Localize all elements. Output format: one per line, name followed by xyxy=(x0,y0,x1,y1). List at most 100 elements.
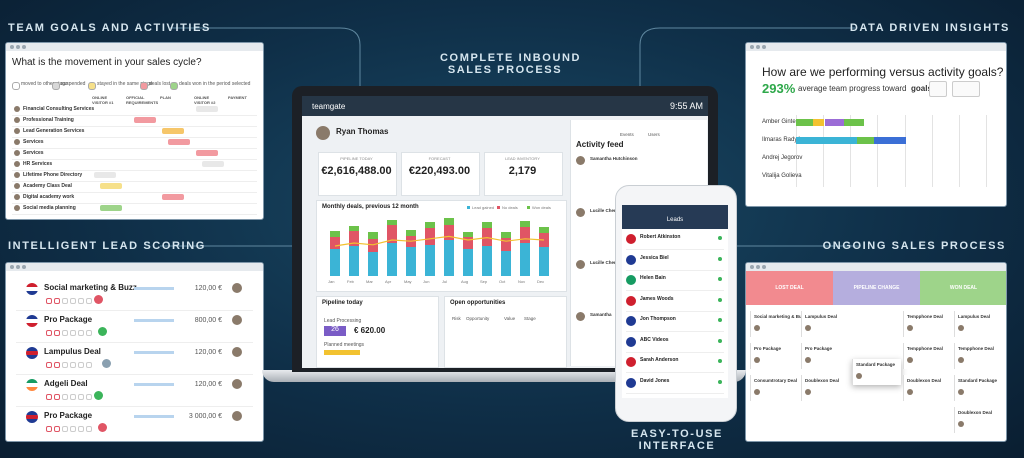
flag xyxy=(26,347,38,359)
deal-card[interactable] xyxy=(954,311,1003,337)
deal-card[interactable] xyxy=(750,311,799,337)
stage-badge xyxy=(168,139,190,145)
time: 9:55 AM xyxy=(670,101,704,111)
bar-segment xyxy=(482,222,492,228)
feed-name: Lucille Cheng xyxy=(590,260,620,265)
stage-header: OFFICIAL REQUIREMENTS xyxy=(126,95,159,105)
grid-line xyxy=(823,115,825,187)
box-title: Pipeline today xyxy=(322,300,363,306)
bar-segment xyxy=(444,240,454,276)
feed-avatar xyxy=(576,208,585,217)
deal-avatar xyxy=(754,389,760,395)
progress-segment xyxy=(796,137,857,144)
stage-badge xyxy=(134,117,156,123)
deal-card[interactable] xyxy=(801,375,850,401)
deal-card[interactable] xyxy=(750,343,799,369)
deal-card[interactable] xyxy=(954,343,1003,369)
score-dot xyxy=(54,362,60,368)
filter-button[interactable] xyxy=(929,81,947,97)
flag xyxy=(626,234,636,244)
bar-segment xyxy=(463,249,473,276)
stage-column-header: PIPELINE CHANGE xyxy=(833,271,920,305)
score-dot xyxy=(62,298,68,304)
deal-avatar xyxy=(907,357,913,363)
row-divider xyxy=(626,269,724,271)
score-dot xyxy=(70,362,76,368)
person-name: Vitalija Golieva xyxy=(762,173,802,179)
avatar xyxy=(14,183,20,189)
score-dot xyxy=(62,426,68,432)
person-name: Amber Gintere xyxy=(762,119,802,125)
col-header: Value xyxy=(504,316,516,321)
row-name: Services xyxy=(23,150,44,156)
stage-badge xyxy=(196,106,218,112)
deal-card[interactable] xyxy=(954,375,1003,401)
filter-button[interactable] xyxy=(952,81,980,97)
kpi-label: LEAD INVENTORY xyxy=(505,156,540,161)
bar-segment xyxy=(406,247,416,276)
flag xyxy=(26,411,38,423)
label: Planned meetings xyxy=(324,342,365,348)
progress-segment xyxy=(813,119,825,126)
box-title: Open opportunities xyxy=(450,300,506,306)
lead-name: Jon Thompson xyxy=(640,316,676,322)
row-divider xyxy=(626,249,724,250)
row-divider xyxy=(626,331,724,332)
row-divider xyxy=(626,310,724,312)
score-dot xyxy=(86,362,92,368)
bar-segment xyxy=(501,250,511,276)
status-dot xyxy=(718,379,722,384)
lead-name: Sarah Anderson xyxy=(640,357,679,363)
heading: EASY-TO-USE xyxy=(631,428,723,440)
status-dot xyxy=(718,318,722,322)
score-dot xyxy=(62,330,68,336)
month-label: Sep xyxy=(480,279,488,284)
deal-card[interactable] xyxy=(750,375,799,401)
row-divider xyxy=(16,342,253,343)
amount: € 620.00 xyxy=(354,326,386,335)
status-dot xyxy=(718,236,722,240)
legend-label: suspended xyxy=(61,81,86,87)
lead-name: Lampulus Deal xyxy=(44,347,101,356)
col-header: Opportunity xyxy=(466,316,490,321)
deal-name: Pro Package xyxy=(805,346,833,351)
deal-card[interactable] xyxy=(801,311,850,337)
line-layer xyxy=(334,235,545,247)
score-dot xyxy=(78,330,84,336)
label: Lead Processing xyxy=(324,318,362,324)
tab[interactable]: Users xyxy=(648,132,660,137)
deal-card[interactable] xyxy=(903,375,952,401)
flag xyxy=(626,357,636,367)
deal-card[interactable] xyxy=(852,359,901,385)
row-divider xyxy=(626,351,724,353)
heading: TEAM GOALS AND ACTIVITIES xyxy=(8,22,211,34)
deal-avatar xyxy=(805,389,811,395)
stage-badge xyxy=(202,161,224,167)
progress-segment xyxy=(843,119,865,126)
kpi-value: 2,179 xyxy=(508,165,537,177)
row-divider xyxy=(626,290,724,291)
opps-box xyxy=(444,296,567,368)
legend-swatch xyxy=(12,82,20,90)
month-label: Aug xyxy=(461,279,469,284)
stage-badge xyxy=(94,172,116,178)
kpi-box xyxy=(401,152,480,196)
tab[interactable]: Events xyxy=(620,132,634,137)
flag xyxy=(626,316,636,326)
ongoing-panel: LOST DEAL PIPELINE CHANGE WON DEAL Social m… xyxy=(745,262,1007,442)
kpi-label: PIPELINE TODAY xyxy=(340,156,373,161)
deal-card[interactable] xyxy=(903,311,952,337)
score-dot xyxy=(46,426,52,432)
person-name: Andrej Jegorov xyxy=(762,155,803,161)
score-badge xyxy=(98,423,107,432)
legend-label: Won deals xyxy=(532,205,551,210)
month-label: May xyxy=(404,279,412,284)
window-bar xyxy=(6,43,263,51)
deal-card[interactable] xyxy=(903,343,952,369)
deal-card[interactable] xyxy=(954,407,1003,433)
progress xyxy=(324,350,360,355)
window-bar xyxy=(746,263,1006,271)
deal-card[interactable] xyxy=(801,343,850,369)
row-name: Social media planning xyxy=(23,205,76,211)
heading: DATA DRIVEN INSIGHTS xyxy=(849,22,1010,34)
